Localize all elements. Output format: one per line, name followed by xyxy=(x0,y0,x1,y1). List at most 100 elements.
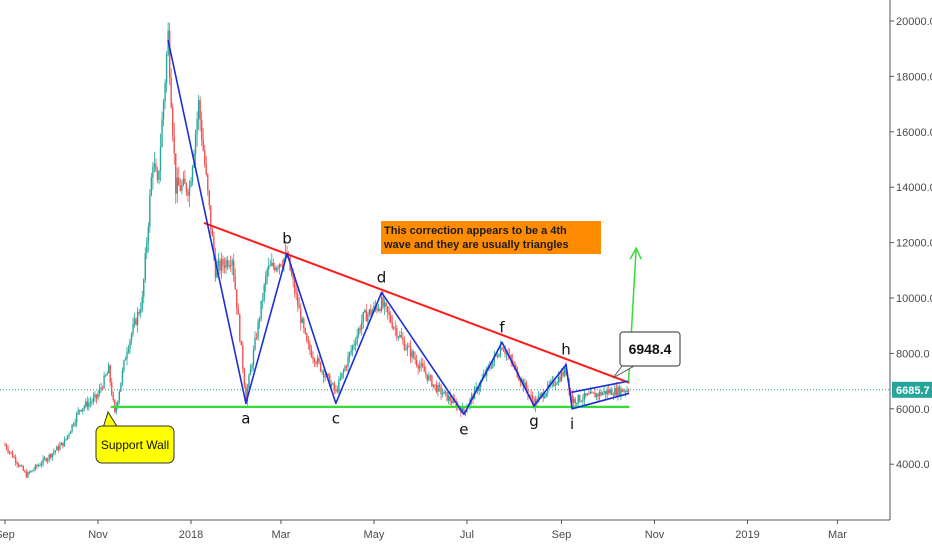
candle-body xyxy=(585,393,587,396)
candle xyxy=(393,325,395,331)
candle-body xyxy=(515,365,517,368)
candle-body xyxy=(409,346,412,358)
candle-body xyxy=(418,365,421,369)
candle xyxy=(271,253,273,267)
candle-body xyxy=(252,349,255,366)
candle-body xyxy=(28,472,31,474)
candle-body xyxy=(40,463,43,466)
candle-body xyxy=(478,387,480,391)
candle xyxy=(365,303,368,322)
x-tick-label: Nov xyxy=(645,529,665,541)
candle-body xyxy=(111,382,113,395)
candle-body xyxy=(400,334,403,338)
candle xyxy=(130,332,133,346)
candle xyxy=(444,390,447,397)
candle-body xyxy=(300,308,302,323)
candle xyxy=(530,389,532,399)
candle-body xyxy=(586,393,589,396)
candle-body xyxy=(11,452,14,458)
candle-body xyxy=(563,367,566,376)
candle xyxy=(556,381,558,386)
candle-body xyxy=(544,396,546,399)
candle-body xyxy=(470,395,473,400)
candle xyxy=(361,314,363,336)
candle-body xyxy=(591,391,593,393)
candle-body xyxy=(426,374,429,381)
candle xyxy=(394,320,396,336)
candle xyxy=(211,225,214,237)
x-tick-label: Sep xyxy=(0,529,15,541)
breakout-arrow-head xyxy=(629,246,642,260)
candle xyxy=(268,257,270,277)
y-tick-label: 16000.0 xyxy=(896,127,932,139)
candle-body xyxy=(412,351,415,358)
candle-body xyxy=(130,333,133,341)
candle-body xyxy=(574,398,576,404)
candle xyxy=(205,155,207,177)
candle xyxy=(86,396,89,411)
candle-body xyxy=(307,341,310,344)
candle xyxy=(146,237,148,260)
candle xyxy=(153,151,156,173)
candle xyxy=(18,462,20,468)
candle-body xyxy=(168,30,171,78)
candle-body xyxy=(580,401,582,403)
candle xyxy=(274,262,276,273)
candle xyxy=(316,354,319,368)
candle-body xyxy=(627,390,630,392)
candle xyxy=(269,259,271,267)
support-wall-box xyxy=(95,425,175,464)
price-callout: 6948.4 xyxy=(612,331,681,379)
candle xyxy=(11,450,14,458)
candle xyxy=(313,357,316,368)
candle-body xyxy=(377,309,380,311)
candle xyxy=(245,382,247,402)
candle xyxy=(91,398,93,406)
candle xyxy=(74,418,76,428)
candle-body xyxy=(219,260,221,271)
candle xyxy=(28,470,31,475)
candle xyxy=(390,310,392,324)
candle-body xyxy=(79,409,81,411)
candle xyxy=(260,300,262,322)
wave-label-f: f xyxy=(499,318,505,336)
candle xyxy=(611,387,613,395)
candle-body xyxy=(444,391,447,393)
y-tick-label: 14000.0 xyxy=(896,182,932,194)
candle xyxy=(25,468,28,479)
candle-body xyxy=(492,361,494,368)
candle-body xyxy=(533,400,535,408)
candle-body xyxy=(200,119,203,140)
inner-triangle-lower xyxy=(571,392,630,410)
candle-body xyxy=(350,350,352,353)
candle-body xyxy=(583,393,586,400)
candle-body xyxy=(536,399,538,403)
candle xyxy=(272,258,275,271)
resistance-line xyxy=(203,222,630,384)
candle xyxy=(124,356,127,361)
candle-body xyxy=(176,177,178,194)
candle-body xyxy=(143,279,145,297)
candle xyxy=(100,382,102,393)
candle-body xyxy=(341,373,343,379)
candle-body xyxy=(443,391,445,394)
candle-body xyxy=(135,318,137,325)
candle xyxy=(562,368,564,378)
candle-body xyxy=(297,293,299,306)
candle-body xyxy=(42,458,44,464)
candle xyxy=(222,255,224,274)
candle xyxy=(10,451,12,455)
candle-body xyxy=(45,458,47,462)
candle xyxy=(239,313,241,343)
candle-body xyxy=(284,252,287,259)
candle-body xyxy=(335,389,337,391)
candle xyxy=(502,347,505,352)
candle xyxy=(246,383,249,406)
price-callout-box xyxy=(619,331,681,367)
candle xyxy=(554,380,557,391)
candle xyxy=(229,255,232,272)
candle xyxy=(71,424,73,434)
candle-body xyxy=(621,388,624,392)
